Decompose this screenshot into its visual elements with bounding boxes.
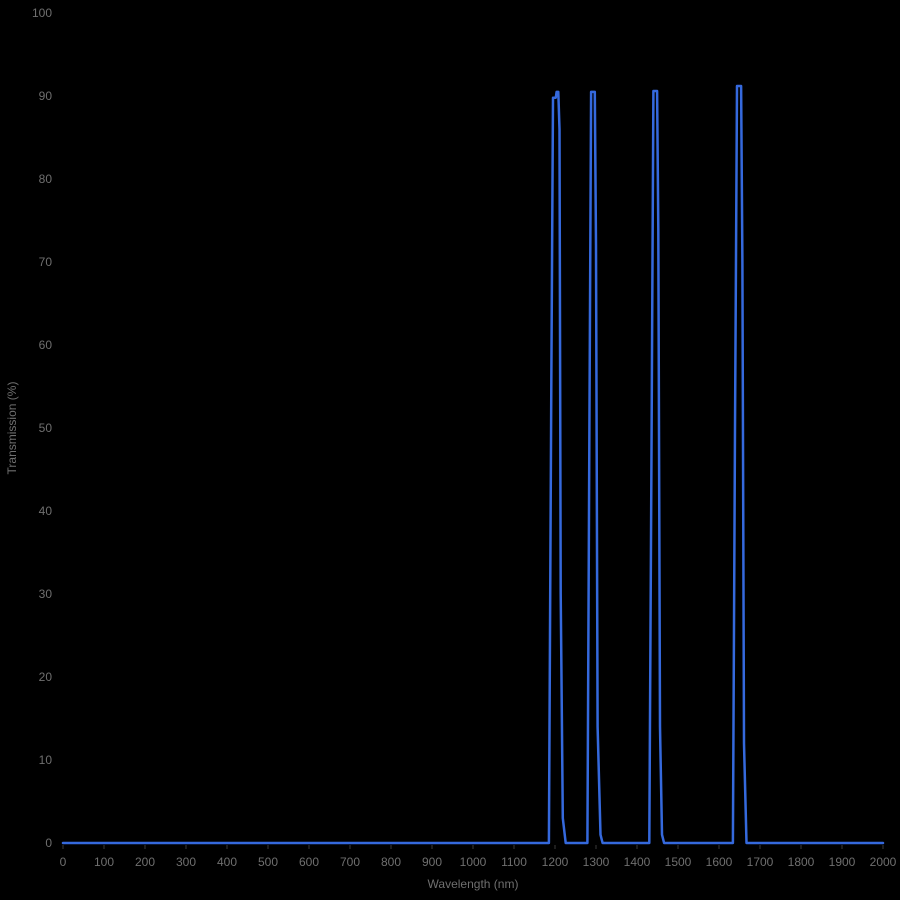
- x-tick-label: 800: [380, 855, 402, 869]
- x-axis-title: Wavelength (nm): [427, 877, 519, 891]
- y-axis-tick-labels: 0 10 20 30 40 50 60 70 80 90 100: [0, 0, 52, 900]
- x-tick-label: 400: [216, 855, 238, 869]
- x-tick-label: 300: [175, 855, 197, 869]
- x-tick-label: 2000: [869, 855, 897, 869]
- x-tick-label: 1300: [582, 855, 610, 869]
- x-tick-label: 1100: [501, 855, 527, 869]
- x-axis-tick-labels: 0 100 200 300 400 500 600 700 800 900 1000 1100 1200…: [0, 855, 900, 871]
- y-tick-label: 50: [38, 421, 52, 435]
- transmission-series-line: [61, 84, 885, 845]
- x-tick-label: 1000: [459, 855, 487, 869]
- x-tick-label: 0: [59, 855, 67, 869]
- x-tick-label: 700: [339, 855, 361, 869]
- y-tick-label: 10: [38, 753, 52, 767]
- x-tick-label: 1500: [664, 855, 692, 869]
- x-tick-label: 100: [93, 855, 115, 869]
- y-tick-label: 90: [38, 89, 52, 103]
- x-tick-label: 1200: [541, 855, 569, 869]
- y-tick-label: 0: [45, 836, 52, 850]
- x-tick-label: 1800: [787, 855, 815, 869]
- x-tick-label: 200: [134, 855, 156, 869]
- x-tick-label: 1700: [746, 855, 774, 869]
- y-tick-label: 70: [38, 255, 52, 269]
- x-tick-label: 1600: [705, 855, 733, 869]
- y-tick-label: 20: [38, 670, 52, 684]
- y-tick-label: 60: [38, 338, 52, 352]
- y-tick-label: 40: [38, 504, 52, 518]
- y-axis-title: Transmission (%): [5, 381, 19, 475]
- x-tick-label: 1400: [623, 855, 651, 869]
- y-tick-label: 30: [38, 587, 52, 601]
- x-tick-label: 1900: [828, 855, 856, 869]
- x-tick-label: 900: [421, 855, 443, 869]
- y-tick-label: 100: [31, 6, 52, 20]
- x-tick-label: 600: [298, 855, 320, 869]
- x-tick-label: 500: [257, 855, 279, 869]
- y-tick-label: 80: [38, 172, 52, 186]
